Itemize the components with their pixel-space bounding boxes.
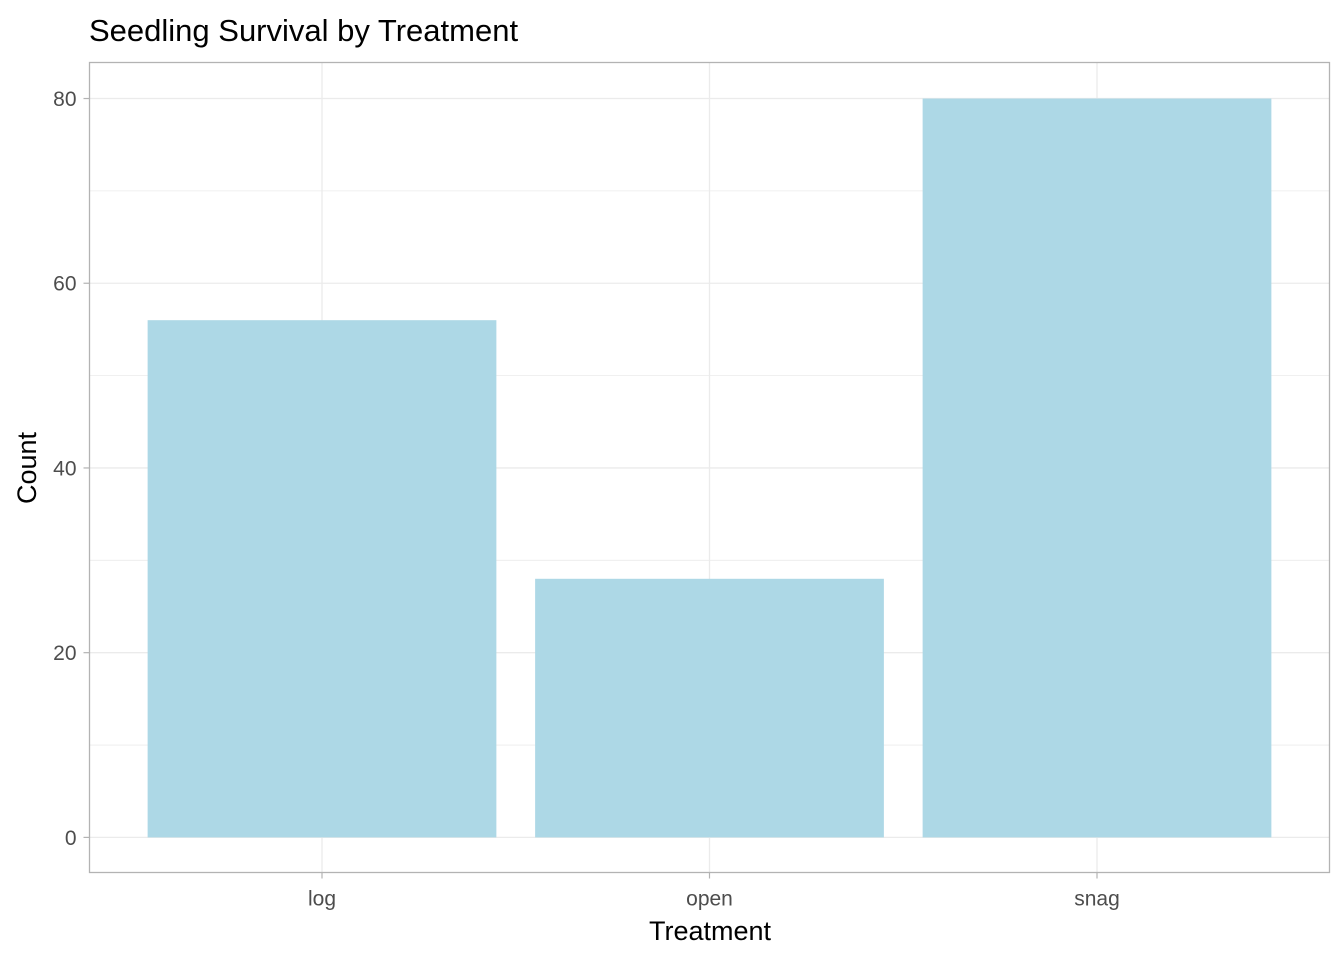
y-tick-label: 40 [53,457,76,480]
y-axis-title: Count [12,431,42,504]
y-tick-label: 0 [65,827,77,850]
x-axis-title: Treatment [649,916,772,946]
bars [147,98,1272,838]
y-tick-label: 20 [53,642,76,665]
x-axis-ticks: log open snag [308,872,1120,911]
y-tick-label: 60 [53,273,76,296]
bar-snag [922,98,1272,838]
bar-open [535,578,884,838]
x-tick-label: log [308,888,336,911]
bar-log [147,320,497,838]
chart-title: Seedling Survival by Treatment [89,13,518,48]
y-tick-label: 80 [53,88,76,111]
x-tick-label: open [686,888,733,911]
y-axis-ticks: 0 20 40 60 80 [53,88,90,850]
x-tick-label: snag [1074,888,1120,911]
